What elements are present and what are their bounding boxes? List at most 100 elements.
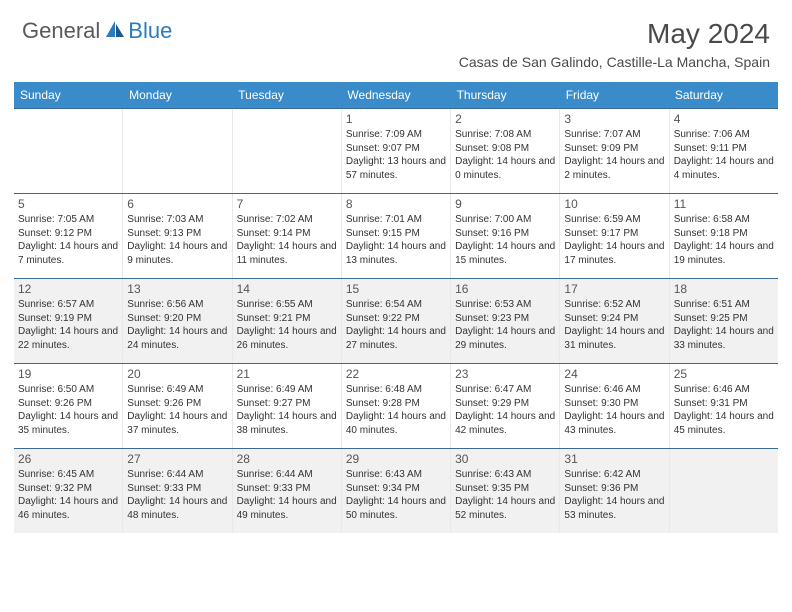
day-details: Sunrise: 6:53 AMSunset: 9:23 PMDaylight:… <box>455 298 555 352</box>
sunset-text: Sunset: 9:11 PM <box>674 142 774 156</box>
day-details: Sunrise: 6:58 AMSunset: 9:18 PMDaylight:… <box>674 213 774 267</box>
sunrise-text: Sunrise: 7:02 AM <box>237 213 337 227</box>
day-cell: 26Sunrise: 6:45 AMSunset: 9:32 PMDayligh… <box>14 449 123 533</box>
week-row: 26Sunrise: 6:45 AMSunset: 9:32 PMDayligh… <box>14 448 778 533</box>
daylight-text: Daylight: 14 hours and 29 minutes. <box>455 325 555 352</box>
day-cell: 6Sunrise: 7:03 AMSunset: 9:13 PMDaylight… <box>123 194 232 278</box>
day-cell: 31Sunrise: 6:42 AMSunset: 9:36 PMDayligh… <box>560 449 669 533</box>
day-cell: 13Sunrise: 6:56 AMSunset: 9:20 PMDayligh… <box>123 279 232 363</box>
day-cell: 16 Sunrise: 6:53 AMSunset: 9:23 PMDayligh… <box>451 279 560 363</box>
day-number: 30 <box>455 452 555 466</box>
day-details: Sunrise: 6:44 AMSunset: 9:33 PMDaylight:… <box>127 468 227 522</box>
week-row: 12Sunrise: 6:57 AMSunset: 9:19 PMDayligh… <box>14 278 778 363</box>
sunrise-text: Sunrise: 6:53 AM <box>455 298 555 312</box>
sunset-text: Sunset: 9:15 PM <box>346 227 446 241</box>
sunset-text: Sunset: 9:35 PM <box>455 482 555 496</box>
sunrise-text: Sunrise: 6:46 AM <box>564 383 664 397</box>
weekday-header: Monday <box>123 82 232 108</box>
sunrise-text: Sunrise: 6:52 AM <box>564 298 664 312</box>
day-cell: 7Sunrise: 7:02 AMSunset: 9:14 PMDaylight… <box>233 194 342 278</box>
daylight-text: Daylight: 14 hours and 13 minutes. <box>346 240 446 267</box>
day-number: 28 <box>237 452 337 466</box>
day-cell: 29Sunrise: 6:43 AMSunset: 9:34 PMDayligh… <box>342 449 451 533</box>
day-number: 17 <box>564 282 664 296</box>
day-cell: 30Sunrise: 6:43 AMSunset: 9:35 PMDayligh… <box>451 449 560 533</box>
day-details: Sunrise: 6:44 AMSunset: 9:33 PMDaylight:… <box>237 468 337 522</box>
sunrise-text: Sunrise: 7:05 AM <box>18 213 118 227</box>
sunrise-text: Sunrise: 6:48 AM <box>346 383 446 397</box>
day-details: Sunrise: 7:07 AMSunset: 9:09 PMDaylight:… <box>564 128 664 182</box>
sunset-text: Sunset: 9:27 PM <box>237 397 337 411</box>
sunset-text: Sunset: 9:36 PM <box>564 482 664 496</box>
day-number: 11 <box>674 197 774 211</box>
day-details: Sunrise: 6:49 AMSunset: 9:27 PMDaylight:… <box>237 383 337 437</box>
day-number: 6 <box>127 197 227 211</box>
sunset-text: Sunset: 9:25 PM <box>674 312 774 326</box>
sunset-text: Sunset: 9:33 PM <box>237 482 337 496</box>
day-cell <box>14 109 123 193</box>
day-details: Sunrise: 7:01 AMSunset: 9:15 PMDaylight:… <box>346 213 446 267</box>
sunrise-text: Sunrise: 6:57 AM <box>18 298 118 312</box>
day-cell: 8 Sunrise: 7:01 AMSunset: 9:15 PMDaylight… <box>342 194 451 278</box>
day-details: Sunrise: 7:05 AMSunset: 9:12 PMDaylight:… <box>18 213 118 267</box>
day-details: Sunrise: 7:08 AMSunset: 9:08 PMDaylight:… <box>455 128 555 182</box>
sunset-text: Sunset: 9:17 PM <box>564 227 664 241</box>
day-details: Sunrise: 6:45 AMSunset: 9:32 PMDaylight:… <box>18 468 118 522</box>
daylight-text: Daylight: 14 hours and 42 minutes. <box>455 410 555 437</box>
sunset-text: Sunset: 9:32 PM <box>18 482 118 496</box>
day-cell: 4Sunrise: 7:06 AMSunset: 9:11 PMDaylight… <box>670 109 778 193</box>
header: General Blue May 2024 Casas de San Galin… <box>0 0 792 74</box>
day-cell: 10Sunrise: 6:59 AMSunset: 9:17 PMDayligh… <box>560 194 669 278</box>
sunset-text: Sunset: 9:26 PM <box>127 397 227 411</box>
day-number: 8 <box>346 197 446 211</box>
day-details: Sunrise: 6:46 AMSunset: 9:30 PMDaylight:… <box>564 383 664 437</box>
sunset-text: Sunset: 9:26 PM <box>18 397 118 411</box>
sunset-text: Sunset: 9:07 PM <box>346 142 446 156</box>
sunrise-text: Sunrise: 6:59 AM <box>564 213 664 227</box>
sunrise-text: Sunrise: 7:01 AM <box>346 213 446 227</box>
daylight-text: Daylight: 14 hours and 35 minutes. <box>18 410 118 437</box>
day-details: Sunrise: 6:59 AMSunset: 9:17 PMDaylight:… <box>564 213 664 267</box>
daylight-text: Daylight: 14 hours and 43 minutes. <box>564 410 664 437</box>
sunset-text: Sunset: 9:20 PM <box>127 312 227 326</box>
daylight-text: Daylight: 14 hours and 33 minutes. <box>674 325 774 352</box>
day-details: Sunrise: 6:43 AMSunset: 9:34 PMDaylight:… <box>346 468 446 522</box>
daylight-text: Daylight: 14 hours and 11 minutes. <box>237 240 337 267</box>
day-number: 9 <box>455 197 555 211</box>
day-details: Sunrise: 6:50 AMSunset: 9:26 PMDaylight:… <box>18 383 118 437</box>
sunset-text: Sunset: 9:08 PM <box>455 142 555 156</box>
day-number: 24 <box>564 367 664 381</box>
day-number: 16 <box>455 282 555 296</box>
day-details: Sunrise: 6:49 AMSunset: 9:26 PMDaylight:… <box>127 383 227 437</box>
day-cell: 25Sunrise: 6:46 AMSunset: 9:31 PMDayligh… <box>670 364 778 448</box>
day-number: 2 <box>455 112 555 126</box>
logo-sail-icon <box>104 19 126 44</box>
daylight-text: Daylight: 14 hours and 15 minutes. <box>455 240 555 267</box>
daylight-text: Daylight: 14 hours and 38 minutes. <box>237 410 337 437</box>
day-cell: 20Sunrise: 6:49 AMSunset: 9:26 PMDayligh… <box>123 364 232 448</box>
sunset-text: Sunset: 9:24 PM <box>564 312 664 326</box>
day-cell: 3Sunrise: 7:07 AMSunset: 9:09 PMDaylight… <box>560 109 669 193</box>
day-number: 1 <box>346 112 446 126</box>
sunrise-text: Sunrise: 7:07 AM <box>564 128 664 142</box>
sunrise-text: Sunrise: 7:06 AM <box>674 128 774 142</box>
week-row: 19Sunrise: 6:50 AMSunset: 9:26 PMDayligh… <box>14 363 778 448</box>
sunrise-text: Sunrise: 6:49 AM <box>127 383 227 397</box>
day-cell <box>123 109 232 193</box>
week-row: 5Sunrise: 7:05 AMSunset: 9:12 PMDaylight… <box>14 193 778 278</box>
day-details: Sunrise: 7:09 AMSunset: 9:07 PMDaylight:… <box>346 128 446 182</box>
daylight-text: Daylight: 14 hours and 26 minutes. <box>237 325 337 352</box>
day-cell: 1 Sunrise: 7:09 AMSunset: 9:07 PMDaylight… <box>342 109 451 193</box>
daylight-text: Daylight: 14 hours and 37 minutes. <box>127 410 227 437</box>
sunset-text: Sunset: 9:33 PM <box>127 482 227 496</box>
daylight-text: Daylight: 14 hours and 49 minutes. <box>237 495 337 522</box>
day-cell <box>233 109 342 193</box>
day-details: Sunrise: 6:51 AMSunset: 9:25 PMDaylight:… <box>674 298 774 352</box>
daylight-text: Daylight: 14 hours and 53 minutes. <box>564 495 664 522</box>
sunset-text: Sunset: 9:31 PM <box>674 397 774 411</box>
sunrise-text: Sunrise: 6:43 AM <box>346 468 446 482</box>
day-details: Sunrise: 7:00 AMSunset: 9:16 PMDaylight:… <box>455 213 555 267</box>
weekday-header: Wednesday <box>341 82 450 108</box>
day-cell: 27Sunrise: 6:44 AMSunset: 9:33 PMDayligh… <box>123 449 232 533</box>
location-text: Casas de San Galindo, Castille-La Mancha… <box>459 54 770 70</box>
